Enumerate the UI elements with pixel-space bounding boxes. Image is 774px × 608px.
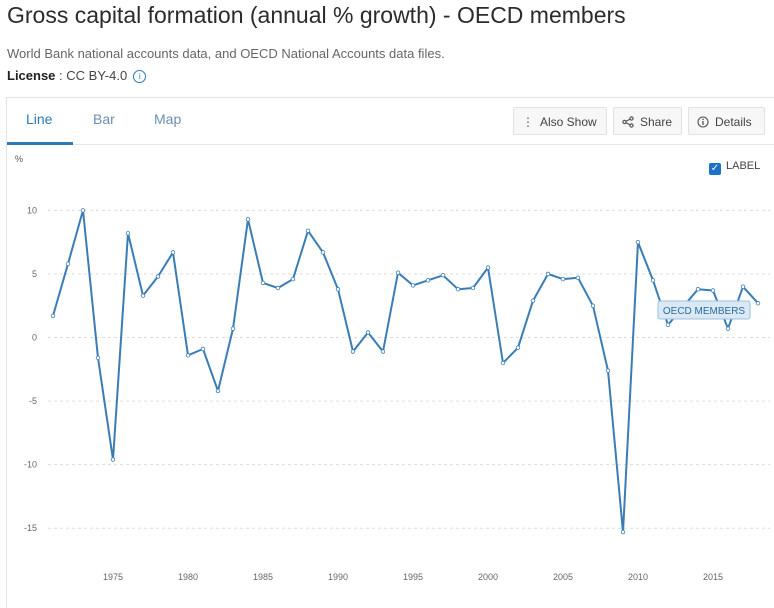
data-point[interactable] <box>350 349 356 354</box>
x-tick-label: 2000 <box>478 572 498 582</box>
data-point[interactable] <box>635 240 641 245</box>
tab-line[interactable]: Line <box>26 111 53 127</box>
license-label: License <box>7 68 56 83</box>
x-tick-label: 1975 <box>103 572 123 582</box>
data-point[interactable] <box>140 293 146 298</box>
data-point[interactable] <box>335 287 341 292</box>
data-point[interactable] <box>260 280 266 286</box>
data-point[interactable] <box>200 346 206 352</box>
data-point[interactable] <box>515 345 521 350</box>
x-tick-label: 1980 <box>178 572 198 582</box>
series-line <box>52 209 759 533</box>
data-point[interactable] <box>755 301 761 306</box>
x-tick-label: 2015 <box>703 572 723 582</box>
data-point[interactable] <box>395 270 401 275</box>
details-label: Details <box>715 115 752 129</box>
data-point[interactable] <box>455 287 461 292</box>
license-value: CC BY-4.0 <box>66 68 128 83</box>
info-icon[interactable]: i <box>133 70 147 83</box>
also-show-label: Also Show <box>540 115 597 129</box>
data-point[interactable] <box>305 228 311 233</box>
data-point[interactable] <box>245 217 251 222</box>
y-unit-label: % <box>15 154 23 164</box>
tab-map[interactable]: Map <box>154 111 182 127</box>
data-point[interactable] <box>125 231 131 236</box>
data-point[interactable] <box>365 330 371 335</box>
x-tick-label: 1985 <box>253 572 273 582</box>
data-point[interactable] <box>740 284 746 289</box>
active-tab-indicator <box>7 142 73 145</box>
data-point[interactable] <box>410 283 416 288</box>
data-point[interactable] <box>665 322 671 328</box>
data-point[interactable] <box>425 278 431 283</box>
data-point[interactable] <box>470 285 476 291</box>
x-tick-label: 1990 <box>328 572 348 582</box>
data-point[interactable] <box>65 261 71 267</box>
y-tick-label: 5 <box>32 269 37 279</box>
details-button[interactable]: Details <box>688 107 765 135</box>
data-point[interactable] <box>575 275 581 280</box>
source-note: World Bank national accounts data, and O… <box>7 46 445 61</box>
share-icon <box>622 108 634 136</box>
data-point[interactable] <box>95 355 101 361</box>
tab-bar-chart[interactable]: Bar <box>93 111 115 127</box>
data-point[interactable] <box>185 353 191 358</box>
y-tick-label: 0 <box>32 333 37 343</box>
data-point[interactable] <box>500 360 506 366</box>
info-circle-icon <box>697 108 709 136</box>
label-toggle[interactable]: ✓ LABEL <box>709 160 760 175</box>
data-point[interactable] <box>725 326 731 331</box>
tab-bar: Line Bar Map ⋮ Also Show Share <box>7 98 774 145</box>
x-tick-label: 2005 <box>553 572 573 582</box>
y-tick-label: -10 <box>24 460 37 470</box>
series-label: OECD MEMBERS <box>657 300 751 320</box>
data-point[interactable] <box>290 276 296 282</box>
y-tick-label: 10 <box>27 205 37 215</box>
data-point[interactable] <box>545 271 551 277</box>
y-tick-label: -15 <box>24 523 37 533</box>
data-point[interactable] <box>530 298 536 303</box>
data-point[interactable] <box>485 265 491 270</box>
x-tick-label: 2010 <box>628 572 648 582</box>
data-point[interactable] <box>695 287 701 292</box>
data-point[interactable] <box>560 276 566 282</box>
data-point[interactable] <box>320 250 326 255</box>
share-button[interactable]: Share <box>613 107 682 135</box>
data-point[interactable] <box>80 208 86 213</box>
data-point[interactable] <box>710 288 716 293</box>
data-point[interactable] <box>620 529 626 535</box>
data-point[interactable] <box>50 313 56 319</box>
data-point[interactable] <box>215 388 221 394</box>
data-point[interactable] <box>155 274 161 279</box>
also-show-button[interactable]: ⋮ Also Show <box>513 107 607 135</box>
label-toggle-text: LABEL <box>726 160 761 172</box>
x-tick-label: 1995 <box>403 572 423 582</box>
share-label: Share <box>640 115 673 129</box>
data-point[interactable] <box>650 278 656 283</box>
license-separator: : <box>55 68 67 83</box>
data-point[interactable] <box>275 285 281 291</box>
license-line: License : CC BY-4.0 i <box>7 68 147 83</box>
page-title: Gross capital formation (annual % growth… <box>7 2 626 28</box>
y-tick-label: -5 <box>29 396 37 406</box>
kebab-icon: ⋮ <box>522 115 534 129</box>
label-checkbox[interactable]: ✓ <box>709 163 721 175</box>
data-point[interactable] <box>605 368 611 373</box>
data-point[interactable] <box>590 303 596 308</box>
data-point[interactable] <box>380 349 386 354</box>
data-point[interactable] <box>440 273 446 278</box>
series-label-text: OECD MEMBERS <box>663 306 746 317</box>
data-point[interactable] <box>230 326 236 331</box>
chart-panel: Line Bar Map ⋮ Also Show Share <box>6 97 774 608</box>
data-point[interactable] <box>110 457 116 462</box>
data-point[interactable] <box>170 250 176 255</box>
